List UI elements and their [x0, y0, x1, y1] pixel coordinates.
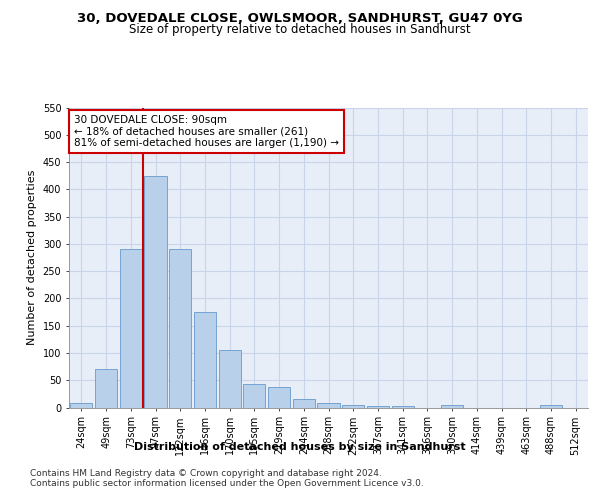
Bar	[145, 176, 167, 408]
Text: 30 DOVEDALE CLOSE: 90sqm
← 18% of detached houses are smaller (261)
81% of semi-: 30 DOVEDALE CLOSE: 90sqm ← 18% of detach…	[74, 115, 339, 148]
Bar	[342, 405, 364, 407]
Text: Contains HM Land Registry data © Crown copyright and database right 2024.: Contains HM Land Registry data © Crown c…	[30, 469, 382, 478]
Bar	[441, 406, 463, 407]
Bar	[392, 406, 414, 407]
Text: 30, DOVEDALE CLOSE, OWLSMOOR, SANDHURST, GU47 0YG: 30, DOVEDALE CLOSE, OWLSMOOR, SANDHURST,…	[77, 12, 523, 26]
Bar	[243, 384, 265, 407]
Y-axis label: Number of detached properties: Number of detached properties	[27, 170, 37, 345]
Bar	[119, 249, 142, 408]
Bar	[268, 388, 290, 407]
Bar	[70, 403, 92, 407]
Bar	[293, 399, 315, 407]
Bar	[218, 350, 241, 408]
Bar	[95, 370, 117, 408]
Bar	[317, 403, 340, 407]
Text: Contains public sector information licensed under the Open Government Licence v3: Contains public sector information licen…	[30, 479, 424, 488]
Bar	[194, 312, 216, 408]
Bar	[367, 406, 389, 407]
Bar	[169, 250, 191, 408]
Text: Size of property relative to detached houses in Sandhurst: Size of property relative to detached ho…	[129, 22, 471, 36]
Text: Distribution of detached houses by size in Sandhurst: Distribution of detached houses by size …	[134, 442, 466, 452]
Bar	[540, 406, 562, 407]
